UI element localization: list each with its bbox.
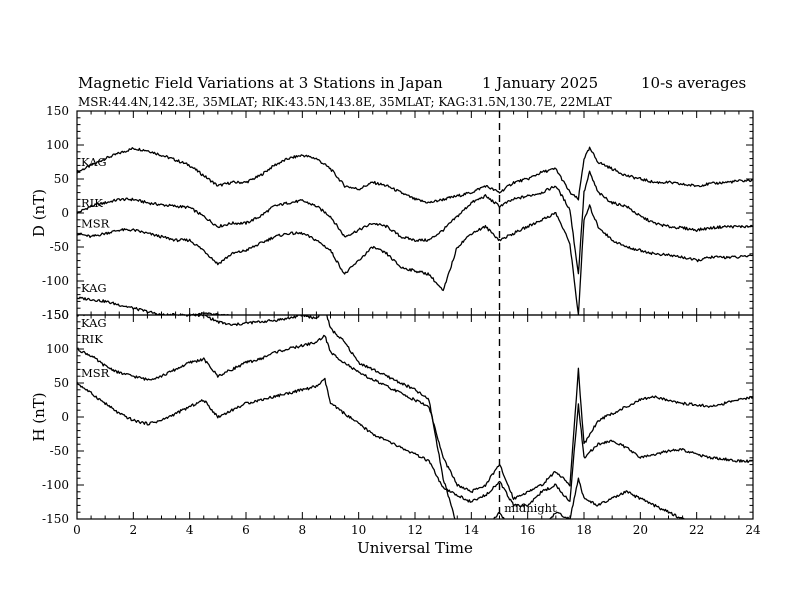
x-tick-label: 22: [689, 523, 704, 537]
x-tick-label: 6: [242, 523, 250, 537]
y-tick-label: 150: [46, 104, 69, 118]
x-axis-label: Universal Time: [357, 539, 473, 557]
series-kag-line: [77, 146, 753, 204]
y-tick-label: -50: [50, 444, 69, 458]
y-tick-label: 0: [61, 206, 69, 220]
series-label-kag: KAG: [81, 155, 107, 169]
series-label-kag: KAG: [81, 281, 107, 295]
panel-frame-bottom: [76, 314, 754, 520]
series-kag-line: [77, 296, 230, 315]
panel-frame-top: [76, 110, 754, 316]
station-coordinates: MSR:44.4N,142.3E, 35MLAT; RIK:43.5N,143.…: [78, 95, 612, 109]
x-tick-label: 0: [73, 523, 81, 537]
y-tick-label: 150: [46, 308, 69, 322]
series-label-rik: RIK: [81, 332, 103, 346]
series-msr-line: [77, 377, 753, 507]
y-tick-label: 0: [61, 410, 69, 424]
x-tick-label: 16: [520, 523, 535, 537]
averaging-label: 10-s averages: [641, 74, 746, 92]
y-tick-label: 50: [54, 172, 69, 186]
y-axis-label: H (nT): [30, 392, 48, 441]
y-tick-label: -150: [42, 308, 69, 322]
chart-title: Magnetic Field Variations at 3 Stations …: [78, 74, 443, 92]
series-rik-line: [77, 170, 753, 275]
x-tick-label: 4: [186, 523, 194, 537]
series-kag-line: [77, 315, 690, 519]
x-tick-label: 18: [576, 523, 591, 537]
series-label-rik: RIK: [81, 196, 103, 210]
x-tick-label: 10: [351, 523, 366, 537]
y-tick-label: -50: [50, 240, 69, 254]
x-tick-label: 2: [130, 523, 138, 537]
y-tick-label: -100: [42, 478, 69, 492]
x-tick-label: 14: [464, 523, 480, 537]
y-tick-label: -100: [42, 274, 69, 288]
y-tick-label: -150: [42, 512, 69, 526]
y-tick-label: 50: [54, 376, 69, 390]
x-tick-label: 20: [633, 523, 648, 537]
x-tick-label: 24: [745, 523, 761, 537]
x-tick-label: 8: [299, 523, 307, 537]
chart-date: 1 January 2025: [482, 74, 598, 92]
series-label-kag: KAG: [81, 316, 107, 330]
series-label-msr: MSR: [81, 366, 110, 380]
series-rik-line: [77, 334, 753, 501]
y-axis-label: D (nT): [30, 189, 48, 237]
series-msr-line: [77, 204, 753, 315]
y-tick-label: 100: [46, 342, 69, 356]
x-tick-label: 12: [407, 523, 422, 537]
y-tick-label: 100: [46, 138, 69, 152]
series-label-msr: MSR: [81, 216, 110, 230]
